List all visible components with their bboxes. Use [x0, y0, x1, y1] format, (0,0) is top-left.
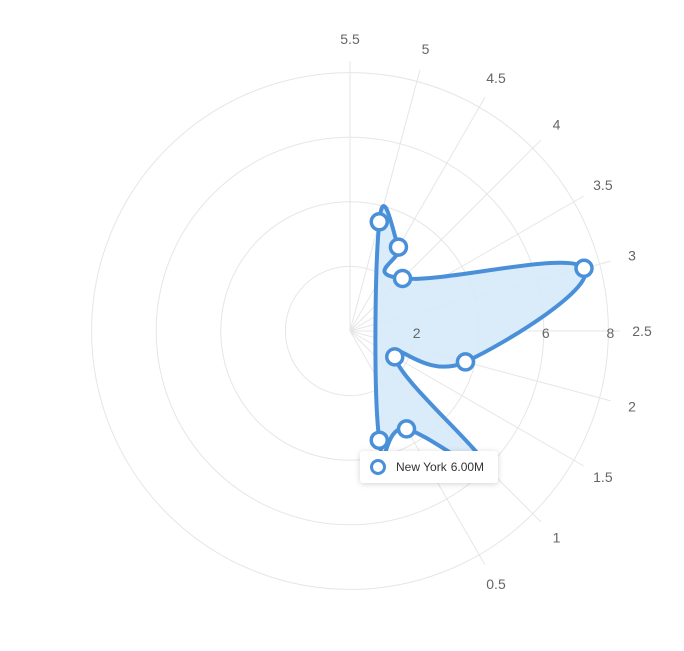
tooltip: New York 6.00M	[360, 451, 499, 483]
tooltip-value: 6.00M	[450, 460, 485, 474]
data-point	[385, 347, 405, 367]
data-point	[392, 268, 413, 289]
data-point	[396, 419, 417, 439]
spoke-label: 5.5	[340, 31, 360, 47]
spoke-label: 2.5	[632, 323, 652, 339]
tooltip-marker-icon	[370, 459, 386, 475]
radial-tick-label: 2	[413, 325, 421, 341]
radial-tick-label: 6	[542, 325, 550, 341]
axis-labels: 5.5 5 4.5 4 3.5 3 2.5 2 1.5 1 0.5 2 6 8	[340, 31, 652, 592]
spoke-label: 1	[553, 529, 561, 545]
spoke-label: 4.5	[486, 70, 506, 86]
data-point	[455, 352, 476, 372]
spoke-label: 2	[628, 399, 636, 415]
radar-spoke	[349, 330, 486, 566]
spoke-label: 3	[628, 247, 636, 263]
spoke-label: 4	[553, 117, 561, 133]
series-layer	[369, 203, 594, 479]
data-point	[388, 237, 409, 257]
radar-spoke	[349, 70, 421, 332]
spoke-label: 5	[422, 41, 430, 57]
tooltip-series-name: New York	[396, 460, 447, 474]
data-point	[369, 430, 390, 450]
data-point	[574, 258, 594, 279]
spoke-label: 3.5	[593, 177, 613, 193]
data-point	[369, 212, 390, 232]
radar-spoke	[349, 96, 486, 332]
spoke-label: 0.5	[486, 576, 506, 592]
spoke-label: 1.5	[593, 469, 613, 485]
radial-tick-label: 8	[607, 325, 615, 341]
